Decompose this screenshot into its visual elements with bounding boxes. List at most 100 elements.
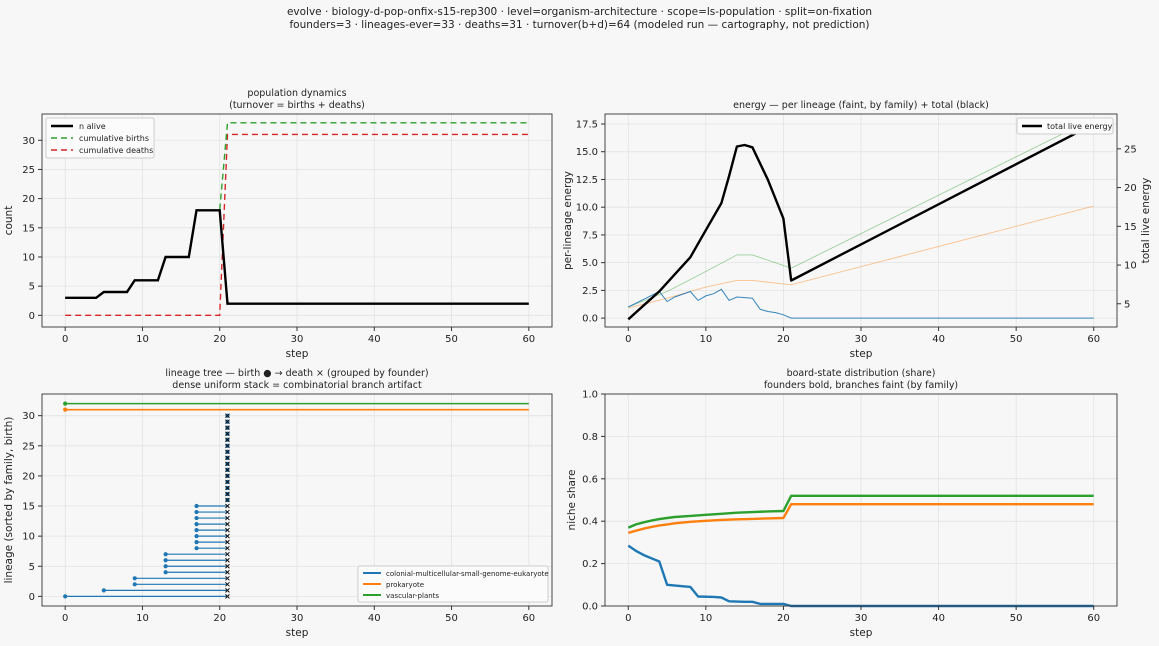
- y-tick-label: 10.0: [576, 203, 598, 214]
- board-state-title: board-state distribution (share): [787, 368, 936, 379]
- y-tick-label: 20: [22, 471, 35, 482]
- population-title: population dynamics: [247, 88, 346, 99]
- y-tick-label: 5: [29, 562, 35, 573]
- birth-marker: [132, 582, 137, 587]
- lineage-energy-line: [628, 117, 1094, 308]
- death-marker: [225, 521, 230, 527]
- birth-marker: [63, 401, 68, 406]
- y-tick-label: 0.0: [582, 314, 598, 325]
- death-marker: [225, 569, 230, 575]
- birth-marker: [194, 534, 199, 539]
- board-state-subtitle: founders bold, branches faint (by family…: [764, 380, 958, 391]
- y-tick-label: 0.4: [582, 517, 598, 528]
- x-tick-label: 50: [445, 613, 458, 624]
- y-tick-label: 17.5: [576, 119, 598, 130]
- birth-marker: [194, 515, 199, 521]
- death-marker: [225, 509, 230, 515]
- series-line: [65, 209, 529, 305]
- death-marker: [225, 473, 230, 479]
- energy-y2-axis-label: total live energy: [1140, 178, 1152, 264]
- legend-entry: cumulative births: [79, 134, 149, 143]
- y-tick-label: 25: [22, 441, 35, 452]
- legend-entry: vascular-plants: [386, 592, 439, 600]
- suptitle-line-1: evolve · biology-d-pop-onfix-s15-rep300 …: [286, 6, 873, 18]
- death-marker: [225, 419, 230, 425]
- death-marker: [225, 491, 230, 497]
- energy-panel: 0 10 20 30 40 50 60 0.0 2.5 5.0 7.5 10.0 12.5 15.0 17.…: [562, 100, 1152, 360]
- suptitle-line-2: founders=3 · lineages-ever=33 · deaths=3…: [289, 19, 870, 31]
- share-line: [627, 494, 1094, 529]
- legend-entry: n alive: [79, 122, 106, 131]
- death-marker: [225, 594, 230, 599]
- birth-marker: [194, 540, 199, 545]
- y-tick-label: 15: [22, 223, 35, 234]
- death-marker: [225, 443, 230, 449]
- death-marker: [225, 431, 230, 437]
- y2-tick-label: 15: [1124, 222, 1137, 233]
- y-tick-label: 7.5: [582, 230, 598, 241]
- x-tick-label: 60: [522, 334, 535, 345]
- y-tick-label: 10: [22, 532, 35, 543]
- x-tick-label: 0: [625, 613, 631, 624]
- death-marker: [225, 545, 230, 551]
- share-line: [627, 503, 1094, 535]
- y-tick-label: 5: [29, 282, 35, 293]
- birth-marker: [163, 564, 168, 569]
- board-state-panel: 0 10 20 30 40 50 60 0.0 0.2 0.4 0.6 0.8 1.0 step niche…: [566, 368, 1118, 639]
- x-tick-label: 20: [213, 613, 226, 624]
- birth-marker: [132, 576, 137, 581]
- birth-marker: [163, 558, 168, 563]
- death-marker: [225, 563, 230, 569]
- birth-marker: [63, 594, 68, 599]
- series-line: [65, 133, 529, 316]
- birth-marker: [163, 570, 168, 575]
- birth-marker: [63, 407, 68, 412]
- legend-box: [1016, 117, 1114, 135]
- y-tick-label: 30: [22, 136, 35, 147]
- y2-tick-label: 5: [1124, 299, 1130, 310]
- energy-y-axis-label: per-lineage energy: [562, 171, 574, 270]
- x-tick-label: 10: [699, 334, 712, 345]
- death-marker: [225, 551, 230, 557]
- x-tick-label: 40: [932, 334, 945, 345]
- legend-entry: prokaryote: [386, 581, 424, 589]
- legend-entry: cumulative deaths: [79, 146, 153, 155]
- lineage-tree-subtitle: dense uniform stack = combinatorial bran…: [172, 380, 422, 391]
- y2-tick-label: 25: [1124, 144, 1137, 155]
- x-tick-label: 30: [291, 334, 304, 345]
- x-tick-label: 10: [699, 613, 712, 624]
- y2-tick-label: 20: [1124, 183, 1137, 194]
- birth-marker: [194, 503, 199, 509]
- death-marker: [225, 449, 230, 455]
- board-state-y-axis-label: niche share: [566, 470, 578, 531]
- x-tick-label: 40: [368, 334, 381, 345]
- death-marker: [225, 557, 230, 563]
- death-marker: [225, 533, 230, 539]
- y-tick-label: 0.6: [582, 474, 598, 485]
- lineage-tree-panel: 0 10 20 30 40 50 60 0 5 10 15 20 25 30 step lineage (so…: [3, 368, 553, 639]
- death-marker: [225, 437, 230, 443]
- y-tick-label: 0.8: [582, 432, 598, 443]
- birth-marker: [101, 588, 106, 593]
- legend-box: [45, 117, 155, 159]
- death-marker: [225, 455, 230, 461]
- y-tick-label: 5.0: [582, 258, 598, 269]
- birth-marker: [194, 521, 199, 527]
- x-tick-label: 10: [136, 613, 149, 624]
- death-marker: [225, 425, 230, 431]
- death-marker: [225, 413, 230, 419]
- y-tick-label: 30: [22, 411, 35, 422]
- y-tick-label: 20: [22, 194, 35, 205]
- x-tick-label: 60: [1087, 334, 1100, 345]
- x-tick-label: 10: [136, 334, 149, 345]
- x-tick-label: 50: [445, 334, 458, 345]
- x-tick-label: 20: [213, 334, 226, 345]
- death-marker: [225, 479, 230, 485]
- death-marker: [225, 527, 230, 533]
- legend-entry: total live energy: [1047, 122, 1113, 131]
- figure-suptitle: evolve · biology-d-pop-onfix-s15-rep300 …: [0, 6, 1159, 32]
- death-marker: [225, 575, 230, 581]
- legend-entry: colonial-multicellular-small-genome-euka…: [386, 570, 549, 578]
- death-marker: [225, 515, 230, 521]
